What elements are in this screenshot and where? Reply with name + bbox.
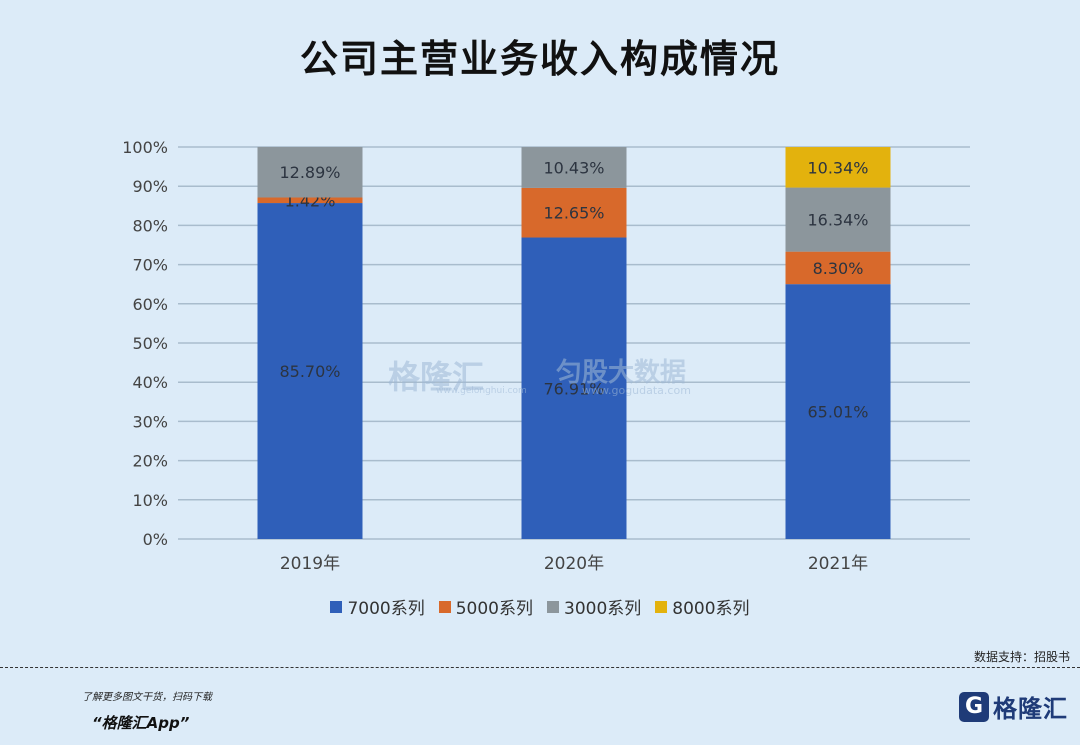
y-tick-label: 20% — [132, 452, 168, 471]
bar-segment — [257, 203, 363, 539]
brand-logo-group: G 格隆汇 — [959, 689, 1068, 724]
legend-item: 5000系列 — [438, 594, 533, 619]
y-tick-label: 0% — [143, 530, 168, 549]
brand-logo-icon: G — [959, 691, 989, 722]
y-tick-label: 80% — [132, 216, 168, 235]
legend-label: 5000系列 — [455, 599, 533, 619]
bar-segment — [785, 284, 891, 539]
footer-app-name: “格隆汇App” — [92, 714, 190, 732]
legend-swatch — [330, 600, 343, 613]
data-label: 10.43% — [543, 158, 604, 177]
bar-segment — [785, 147, 891, 188]
y-tick-label: 100% — [122, 138, 168, 157]
bar-segment — [257, 146, 363, 198]
footer-tip: 了解更多图文干货，扫码下载 — [82, 692, 212, 703]
legend-swatch — [655, 600, 668, 613]
y-tick-label: 60% — [132, 295, 168, 314]
bar-segment — [785, 251, 891, 285]
bar-segment — [521, 147, 627, 188]
y-tick-label: 90% — [132, 177, 168, 196]
chart-legend: 7000系列 5000系列 3000系列 8000系列 — [0, 594, 1080, 619]
data-label: 76.91% — [543, 379, 604, 398]
data-label: 12.89% — [279, 163, 340, 182]
watermark-data-url: www.gogudata.com — [582, 384, 691, 397]
y-tick-label: 30% — [132, 412, 168, 431]
data-label: 12.65% — [543, 204, 604, 223]
y-tick-label: 50% — [132, 334, 168, 353]
footer-divider — [0, 667, 1080, 668]
legend-label: 7000系列 — [347, 599, 425, 619]
y-tick-label: 70% — [132, 256, 168, 275]
watermark-data: 匀股大数据 — [556, 358, 687, 388]
bar-segment — [785, 187, 891, 252]
chart-title: 公司主营业务收入构成情况 — [299, 37, 780, 81]
legend-item: 7000系列 — [330, 594, 425, 619]
data-source: 数据支持：招股书 — [973, 650, 1070, 664]
x-tick-label: 2019年 — [280, 554, 340, 574]
data-label: 8.30% — [813, 259, 864, 278]
legend-item: 3000系列 — [547, 594, 641, 619]
stacked-bar-chart: 0% 10% 20% 30% 40% 50% 60% 70% 80% 90% 100% 85.70% 1… — [122, 138, 970, 574]
legend-swatch — [438, 600, 451, 613]
legend-label: 3000系列 — [564, 599, 642, 619]
data-label: 10.34% — [807, 158, 868, 177]
legend-swatch — [547, 600, 559, 613]
watermark-brand-url: www.gelonghui.com — [436, 386, 527, 396]
data-label: 85.70% — [279, 362, 340, 381]
legend-label: 8000系列 — [672, 599, 750, 619]
data-label: 65.01% — [807, 403, 868, 422]
x-tick-label: 2020年 — [544, 554, 604, 574]
legend-item: 8000系列 — [655, 594, 750, 619]
data-label: 16.34% — [807, 211, 868, 230]
watermark-brand: 格隆汇 — [388, 358, 485, 396]
y-tick-label: 40% — [132, 373, 168, 392]
x-tick-label: 2021年 — [808, 554, 868, 574]
bar-segment — [521, 187, 627, 238]
y-tick-label: 10% — [132, 491, 168, 510]
bar-segment — [521, 237, 627, 539]
bar-segment — [257, 197, 363, 204]
brand-name: 格隆汇 — [993, 695, 1068, 723]
